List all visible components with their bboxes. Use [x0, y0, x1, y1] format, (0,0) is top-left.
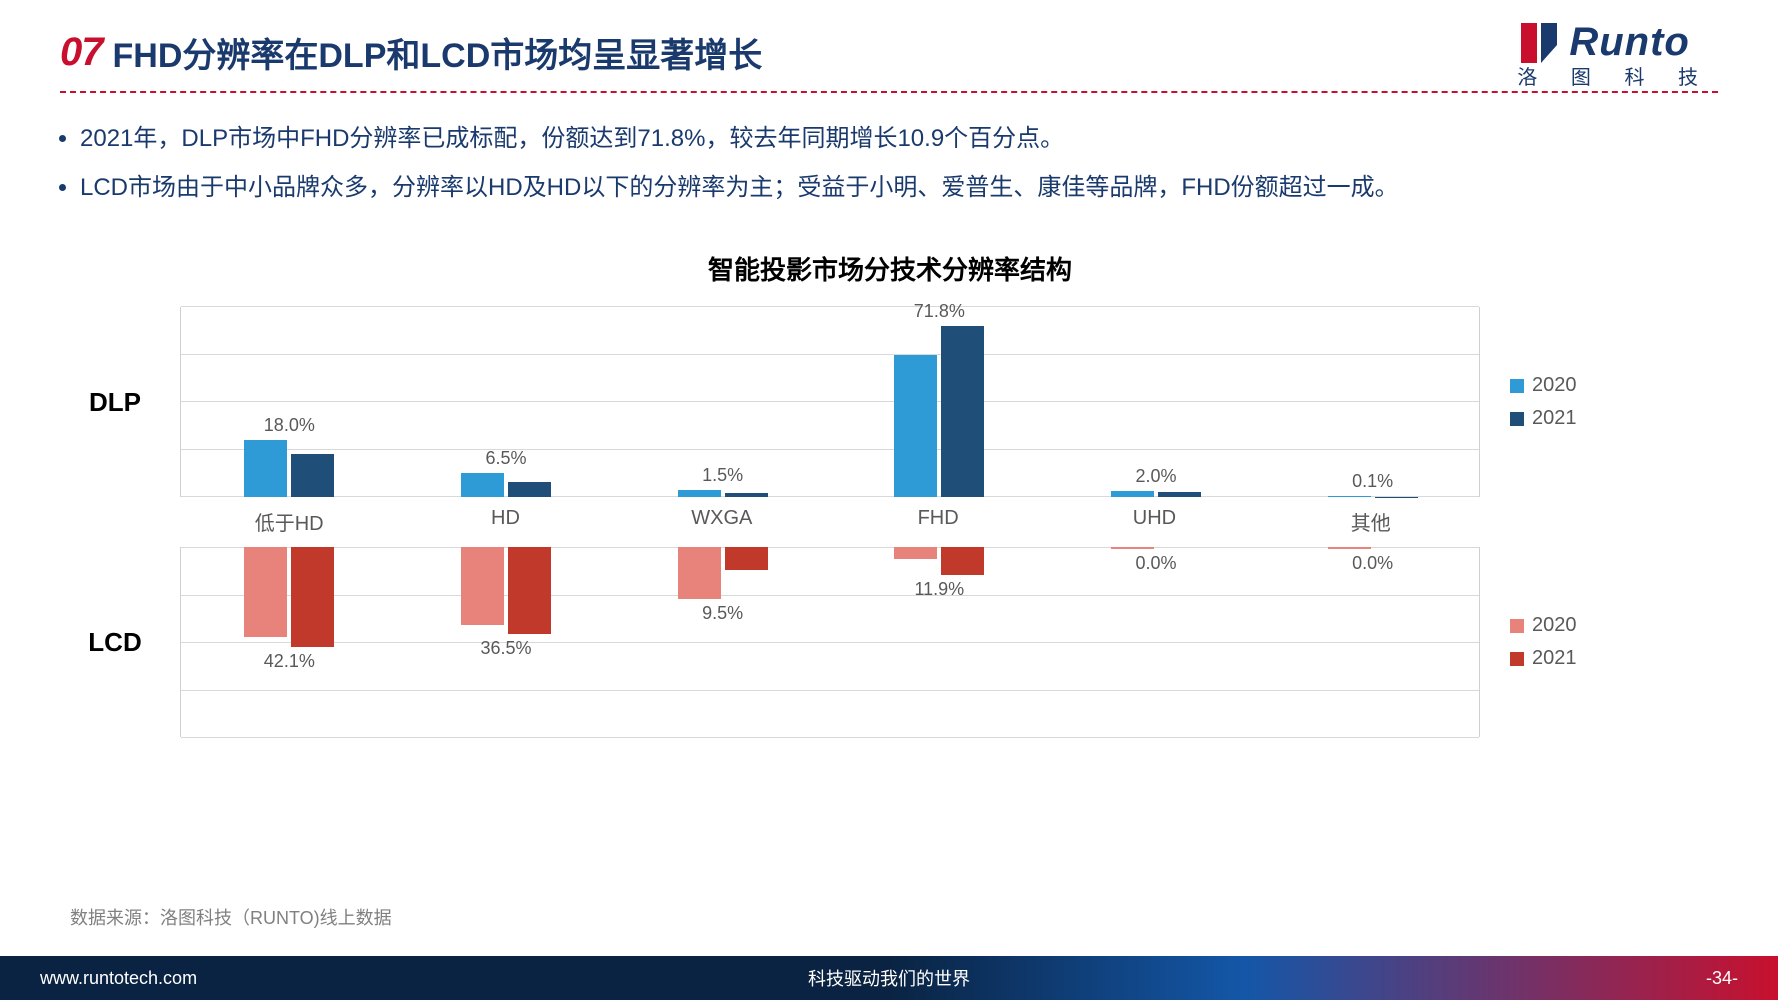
bar-2020 [894, 355, 937, 498]
bullet-item: 2021年，DLP市场中FHD分辨率已成标配，份额达到71.8%，较去年同期增长… [80, 117, 1718, 160]
logo-text: Runto [1569, 20, 1690, 65]
value-label: 0.0% [1333, 553, 1413, 574]
chart: 智能投影市场分技术分辨率结构 DLP LCD 18.0% 6.5% 1.5% 71.8… [50, 250, 1730, 737]
bar-2021 [941, 326, 984, 497]
plot-area-bottom: 42.1% 36.5% 9.5% 11.9% 0.0% 0.0% [180, 547, 1480, 737]
bar-group: 18.0% [244, 440, 334, 497]
bar-2021 [508, 482, 551, 497]
x-category: FHD [830, 497, 1046, 547]
bar-2021 [291, 547, 334, 647]
bar-group: 71.8% [894, 326, 984, 497]
chart-title: 智能投影市场分技术分辨率结构 [50, 250, 1730, 287]
value-label: 0.1% [1333, 471, 1413, 492]
x-category: WXGA [614, 497, 830, 547]
value-label: 42.1% [249, 651, 329, 672]
value-label: 6.5% [466, 448, 546, 469]
bar-2020 [461, 473, 504, 497]
page-title: FHD分辨率在DLP和LCD市场均呈显著增长 [113, 28, 763, 77]
bar-2021 [725, 547, 768, 570]
value-label: 2.0% [1116, 466, 1196, 487]
logo-subtext: 洛 图 科 技 [1517, 61, 1718, 90]
bar-group: 42.1% [244, 547, 334, 647]
x-axis: 低于HDHDWXGAFHDUHD其他 [180, 497, 1480, 547]
footer-left: www.runtotech.com [40, 968, 197, 989]
value-label: 0.0% [1116, 553, 1196, 574]
x-category: 其他 [1263, 497, 1479, 547]
bar-group: 2.0% [1111, 491, 1201, 497]
bar-2020 [1328, 547, 1371, 549]
legend-item: 2020 [1510, 374, 1630, 397]
bar-group: 9.5% [678, 547, 768, 599]
footer-center: 科技驱动我们的世界 [808, 965, 970, 991]
footer-right: -34- [1706, 968, 1738, 989]
bar-group: 6.5% [461, 473, 551, 497]
bar-2020 [678, 547, 721, 599]
bar-group: 0.0% [1328, 547, 1418, 549]
bar-2020 [678, 490, 721, 497]
bar-2020 [1111, 547, 1154, 549]
bullet-list: 2021年，DLP市场中FHD分辨率已成标配，份额达到71.8%，较去年同期增长… [0, 93, 1778, 209]
value-label: 36.5% [466, 638, 546, 659]
bar-group: 0.1% [1328, 496, 1418, 497]
legend-bottom: 2020 2021 [1510, 547, 1630, 737]
bar-group: 11.9% [894, 547, 984, 575]
bar-2020 [461, 547, 504, 625]
footer: www.runtotech.com 科技驱动我们的世界 -34- [0, 956, 1778, 1000]
x-category: UHD [1046, 497, 1262, 547]
legend-item: 2021 [1510, 407, 1630, 430]
x-category: HD [397, 497, 613, 547]
value-label: 9.5% [683, 603, 763, 624]
panel-label-bottom: LCD [50, 547, 180, 737]
legend-item: 2021 [1510, 647, 1630, 670]
bar-2020 [894, 547, 937, 559]
bullet-item: LCD市场由于中小品牌众多，分辨率以HD及HD以下的分辨率为主；受益于小明、爱普… [80, 166, 1718, 209]
bar-2020 [1328, 496, 1371, 497]
bar-2020 [1111, 491, 1154, 497]
legend-top: 2020 2021 [1510, 307, 1630, 497]
value-label: 11.9% [899, 579, 979, 600]
legend-item: 2020 [1510, 614, 1630, 637]
source-note: 数据来源：洛图科技（RUNTO)线上数据 [70, 904, 392, 930]
bar-2020 [244, 440, 287, 497]
bar-2021 [725, 493, 768, 497]
logo-icon [1517, 21, 1561, 65]
x-category: 低于HD [181, 497, 397, 547]
plot-area-top: 18.0% 6.5% 1.5% 71.8% 2.0% 0.1% [180, 307, 1480, 497]
value-label: 1.5% [683, 465, 763, 486]
bar-group: 0.0% [1111, 547, 1201, 549]
panel-label-top: DLP [50, 307, 180, 497]
value-label: 18.0% [249, 415, 329, 436]
section-number: 07 [60, 30, 103, 75]
logo: Runto 洛 图 科 技 [1517, 20, 1718, 90]
bar-2021 [941, 547, 984, 575]
bar-group: 36.5% [461, 547, 551, 634]
bar-2021 [508, 547, 551, 634]
bar-2021 [1158, 492, 1201, 497]
bar-group: 1.5% [678, 490, 768, 497]
bar-2020 [244, 547, 287, 637]
value-label: 71.8% [899, 301, 979, 322]
bar-2021 [291, 454, 334, 497]
